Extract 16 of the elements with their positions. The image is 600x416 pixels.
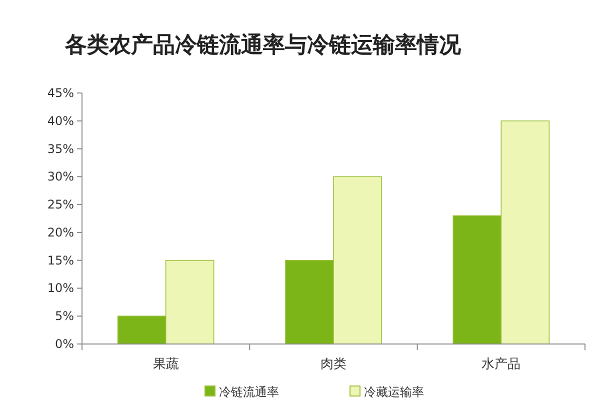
y-tick-label: 35%	[47, 142, 74, 156]
y-tick-label: 5%	[54, 309, 74, 324]
x-tick-label: 果蔬	[152, 357, 179, 372]
chart-title: 各类农产品冷链流通率与冷链运输率情况	[64, 32, 462, 58]
y-tick-label: 0%	[54, 337, 74, 351]
y-tick-label: 15%	[47, 253, 74, 268]
legend-label: 冷藏运输率	[364, 385, 424, 399]
y-tick-label: 30%	[47, 170, 74, 184]
y-tick-label: 40%	[47, 114, 74, 128]
legend-label: 冷链流通率	[219, 385, 279, 399]
x-tick-label: 肉类	[320, 357, 346, 372]
y-tick-label: 45%	[47, 86, 74, 100]
y-tick-label: 10%	[47, 281, 74, 296]
y-tick-label: 25%	[47, 198, 74, 212]
x-tick-label: 水产品	[482, 357, 521, 372]
y-tick-label: 20%	[47, 225, 74, 240]
